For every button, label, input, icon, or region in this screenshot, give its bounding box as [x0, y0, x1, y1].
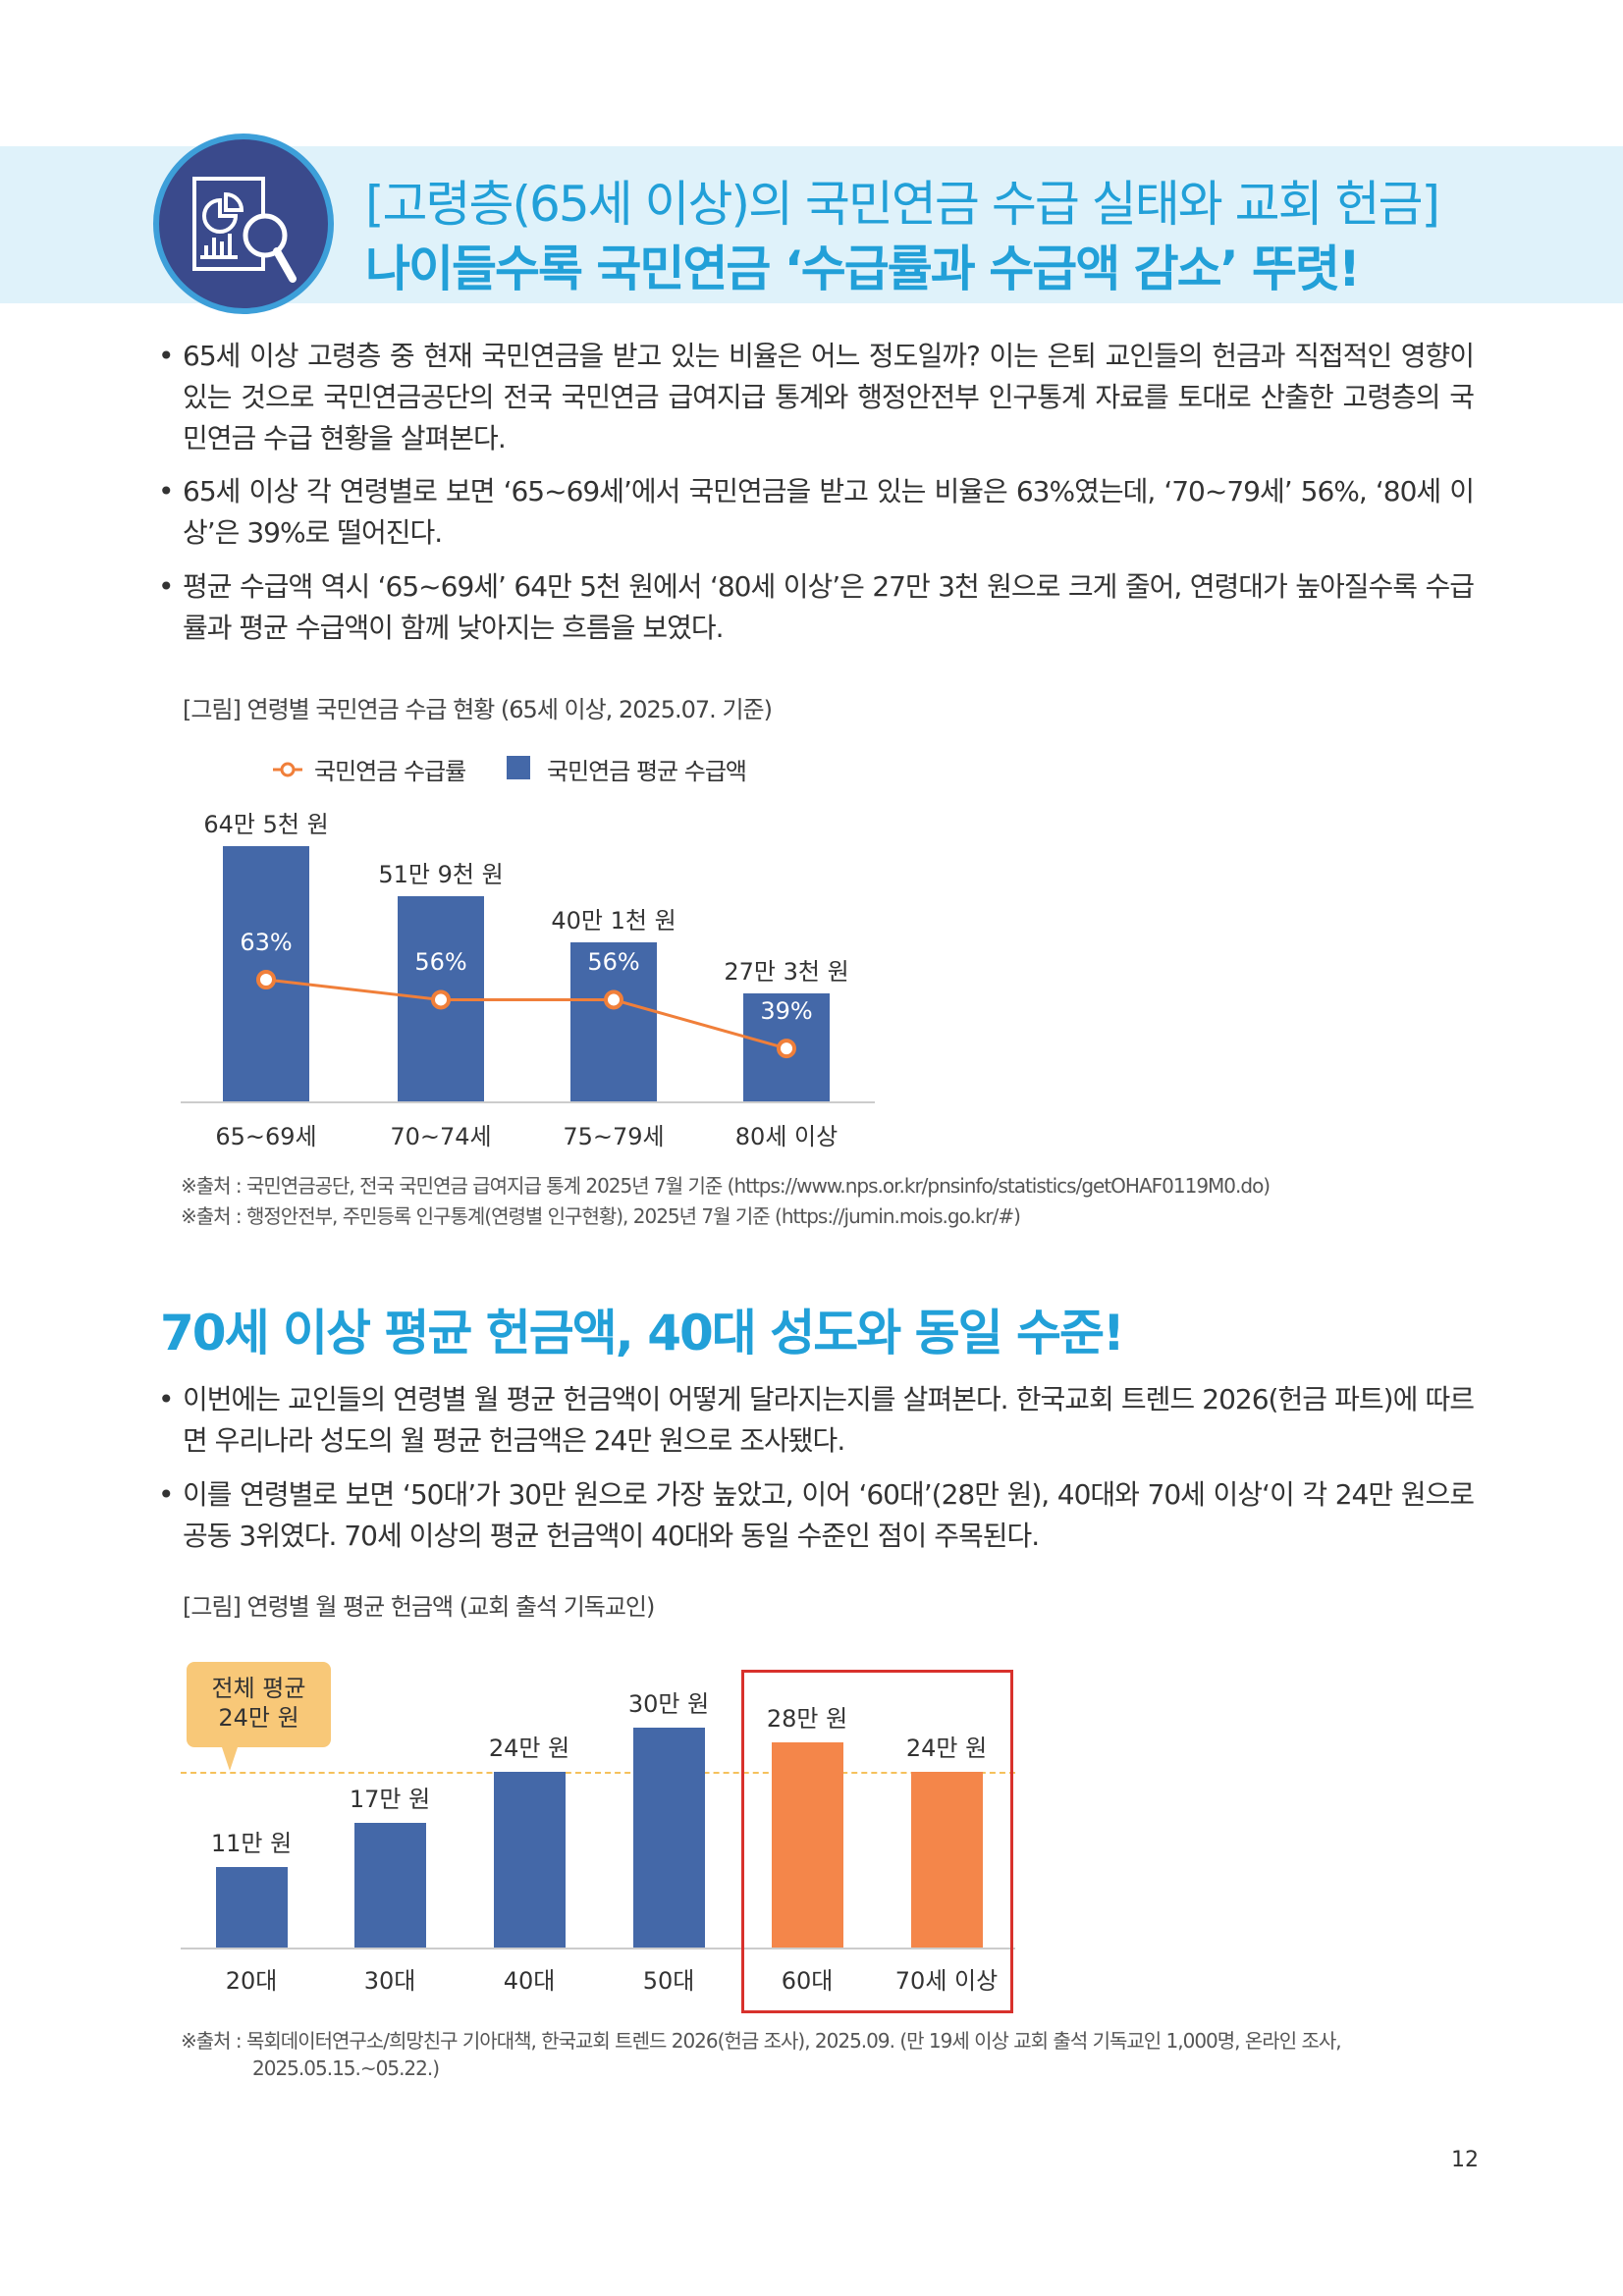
bar [910, 1771, 983, 1948]
bar [771, 1742, 843, 1948]
rate-label: 39% [760, 997, 813, 1026]
bullet-item: • 이를 연령별로 보면 ‘50대’가 30만 원으로 가장 높았고, 이어 ‘6… [158, 1478, 1475, 1552]
category-label: 30대 [363, 1967, 416, 1995]
average-callout: 전체 평균 24만 원 [187, 1662, 331, 1747]
x-axis [181, 1101, 875, 1103]
category-label: 50대 [642, 1967, 695, 1995]
callout-pointer [222, 1747, 238, 1771]
bar-value-label: 30만 원 [627, 1690, 710, 1719]
bar [493, 1771, 566, 1948]
category-label: 80세 이상 [734, 1123, 839, 1150]
rate-line-layer [256, 970, 796, 1059]
bullet-item: • 이번에는 교인들의 연령별 월 평균 헌금액이 어떻게 달라지는지를 살펴본다… [158, 1383, 1475, 1457]
chart2-caption: [그림] 연령별 월 평균 헌금액 (교회 출석 기독교인) [183, 1593, 655, 1621]
bullet-item: • 65세 이상 각 연령별로 보면 ‘65~69세’에서 국민연금을 받고 있는… [158, 475, 1475, 549]
source-note: ※출처 : 국민연금공단, 전국 국민연금 급여지급 통계 2025년 7월 기… [181, 1174, 1271, 1198]
bar-value-label: 24만 원 [488, 1734, 570, 1762]
category-label: 70~74세 [390, 1123, 492, 1150]
page-number: 12 [1451, 2148, 1479, 2172]
bar-value-label: 11만 원 [210, 1829, 293, 1857]
category-label: 75~79세 [563, 1123, 665, 1150]
bullet-item: • 평균 수급액 역시 ‘65~69세’ 64만 5천 원에서 ‘80세 이상’은… [158, 570, 1475, 644]
bar [353, 1823, 426, 1948]
report-magnifier-icon [153, 133, 334, 314]
rate-line [265, 978, 787, 1050]
page-subtitle: 나이들수록 국민연금 ‘수급률과 수급액 감소’ 뚜렷! [365, 240, 1361, 297]
legend-bar-swatch [507, 756, 530, 779]
category-label: 65~69세 [215, 1123, 317, 1150]
category-label: 60대 [781, 1967, 834, 1995]
bar-value-label: 64만 5천 원 [203, 811, 329, 839]
source-note: ※출처 : 행정안전부, 주민등록 인구통계(연령별 인구현황), 2025년 … [181, 1204, 1021, 1228]
chart-offering: 전체 평균 24만 원 11만 원 20대 17만 원 30대 24만 원 40대 30만 … [181, 1662, 1015, 2013]
average-value: 24만 원 [218, 1704, 299, 1732]
bar [570, 942, 657, 1101]
chart-pension: 국민연금 수급률 국민연금 평균 수급액 64만 5천 원 65~69세 63% 51… [181, 756, 875, 1150]
bullet-item: • 65세 이상 고령층 중 현재 국민연금을 받고 있는 비율은 어느 정도일까… [158, 340, 1475, 454]
bar-value-label: 24만 원 [905, 1734, 988, 1762]
section-title: 70세 이상 평균 헌금액, 40대 성도와 동일 수준! [160, 1305, 1125, 1362]
category-label: 70세 이상 [894, 1967, 999, 1995]
rate-point [777, 1039, 796, 1059]
chart1-caption: [그림] 연령별 국민연금 수급 현황 (65세 이상, 2025.07. 기준… [183, 696, 773, 723]
rate-label: 56% [414, 948, 467, 977]
average-label: 전체 평균 [211, 1675, 306, 1702]
bar-value-label: 28만 원 [766, 1705, 848, 1734]
highlight-box [741, 1670, 1013, 2013]
rate-label: 63% [240, 929, 293, 956]
legend-line-icon [273, 762, 302, 781]
legend-rate: 국민연금 수급률 [314, 758, 466, 785]
bar-value-label: 17만 원 [349, 1786, 431, 1814]
source-note: ※출처 : 목회데이터연구소/희망친구 기아대책, 한국교회 트렌드 2026(… [181, 2029, 1342, 2053]
rate-label: 56% [587, 948, 640, 977]
rate-point [431, 989, 451, 1010]
bar [632, 1728, 705, 1948]
bar-value-label: 51만 9천 원 [378, 860, 504, 888]
x-axis [181, 1948, 1015, 1949]
category-label: 20대 [225, 1967, 278, 1995]
rate-point [604, 989, 623, 1010]
bar-value-label: 27만 3천 원 [724, 957, 849, 986]
rate-point [256, 970, 276, 989]
average-reference-line [181, 1771, 1015, 1774]
page-title: [고령층(65세 이상)의 국민연금 수급 실태와 교회 헌금] [365, 176, 1440, 233]
bar [215, 1866, 288, 1948]
source-note: 2025.05.15.~05.22.) [252, 2056, 440, 2080]
legend-amount: 국민연금 평균 수급액 [547, 758, 747, 785]
bar-value-label: 40만 1천 원 [551, 907, 676, 935]
category-label: 40대 [503, 1967, 556, 1995]
